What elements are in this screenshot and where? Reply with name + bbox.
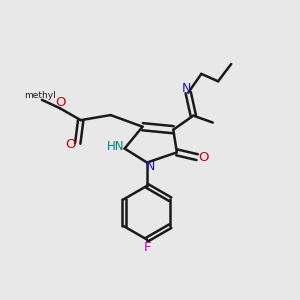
Text: O: O [55, 96, 66, 109]
Text: O: O [66, 137, 76, 151]
Text: methyl: methyl [24, 91, 56, 100]
Text: N: N [146, 160, 155, 172]
Text: O: O [198, 151, 208, 164]
Text: N: N [182, 82, 191, 95]
Text: F: F [143, 242, 151, 254]
Text: HN: HN [107, 140, 124, 153]
